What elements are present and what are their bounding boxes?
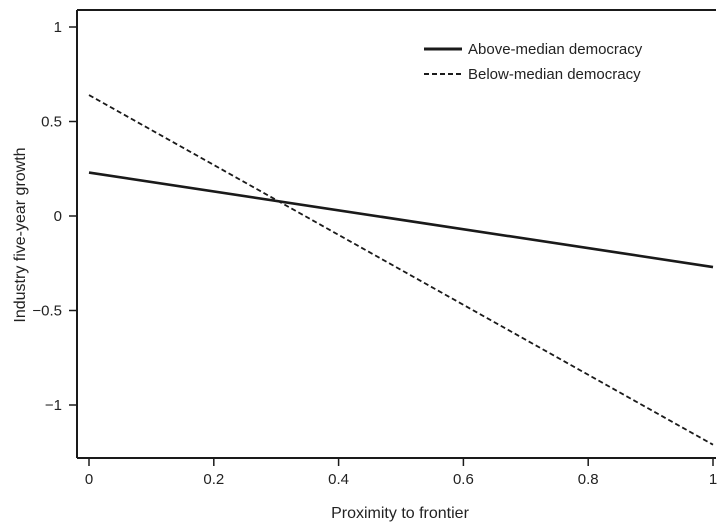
x-tick-label: 1 (709, 471, 717, 488)
legend: Above-median democracy Below-median demo… (424, 41, 643, 83)
y-tick-label: 0.5 (41, 114, 62, 131)
x-axis-label: Proximity to frontier (331, 505, 469, 522)
legend-label-below-median: Below-median democracy (468, 66, 641, 83)
x-tick-label: 0 (85, 471, 93, 488)
x-ticks: 0 0.2 0.4 0.6 0.8 1 (85, 458, 717, 488)
x-tick-label: 0.8 (578, 471, 599, 488)
y-tick-label: 0 (54, 208, 62, 225)
x-tick-label: 0.2 (203, 471, 224, 488)
x-tick-label: 0.4 (328, 471, 349, 488)
series-layer (88, 94, 714, 446)
series-line-below-median (88, 94, 714, 446)
y-tick-label: 1 (54, 19, 62, 36)
y-axis-label: Industry five-year growth (12, 147, 29, 322)
y-ticks: 1 0.5 0 −0.5 −1 (32, 19, 77, 414)
x-tick-label: 0.6 (453, 471, 474, 488)
y-tick-label: −1 (45, 397, 62, 414)
series-line-above-median (88, 171, 714, 269)
legend-label-above-median: Above-median democracy (468, 41, 643, 58)
y-tick-label: −0.5 (32, 303, 62, 320)
